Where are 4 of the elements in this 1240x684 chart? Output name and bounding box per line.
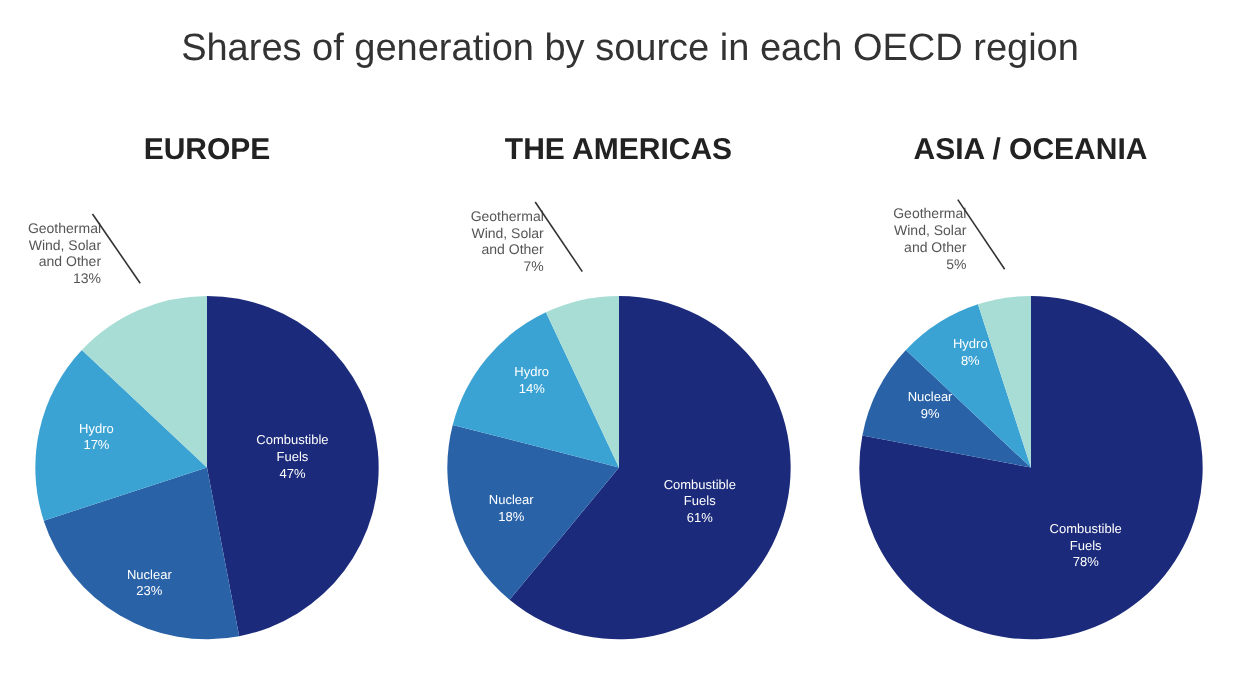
text: Shares of generation by source in each OECD region [181,26,1079,74]
chart-subtitle: EUROPE [143,132,271,167]
chart-subtitle: ASIA / OCEANIA [913,132,1148,167]
chart-subtitle: THE AMERICAS [504,132,733,167]
